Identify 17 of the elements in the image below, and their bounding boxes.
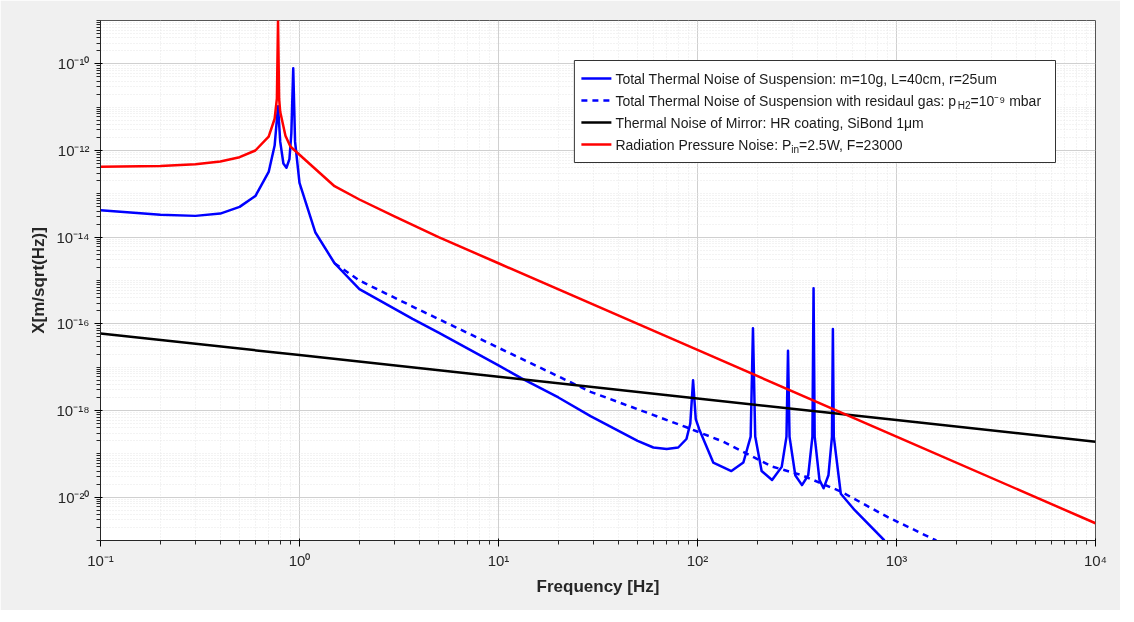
x-tick-label: 10³ — [885, 551, 908, 569]
x-tick-label: 10² — [686, 551, 709, 569]
legend-label: Total Thermal Noise of Suspension: m=10g, L=40cm, r=25um — [615, 70, 997, 87]
x-tick-label: 10⁴ — [1083, 551, 1108, 569]
y-axis-title: X[m/sqrt(Hz)] — [29, 227, 49, 334]
x-tick-label: 10¹ — [487, 551, 510, 569]
y-tick-label: 10⁻²⁰ — [57, 488, 90, 506]
y-tick-label: 10⁻¹⁶ — [56, 315, 90, 333]
y-tick-label: 10⁻¹² — [57, 142, 90, 159]
legend-label: Thermal Noise of Mirror: HR coating, SiBond 1μm — [615, 114, 924, 131]
y-tick-label: 10⁻¹⁴ — [56, 228, 90, 246]
x-tick-label: 10⁻¹ — [87, 551, 114, 569]
y-tick-label: 10⁻¹⁸ — [56, 402, 90, 419]
line-series — [100, 332, 1096, 443]
x-tick-label: 10⁰ — [288, 551, 311, 569]
x-axis-title: Frequency [Hz] — [536, 576, 660, 596]
y-tick-label: 10⁻¹⁰ — [57, 55, 90, 73]
